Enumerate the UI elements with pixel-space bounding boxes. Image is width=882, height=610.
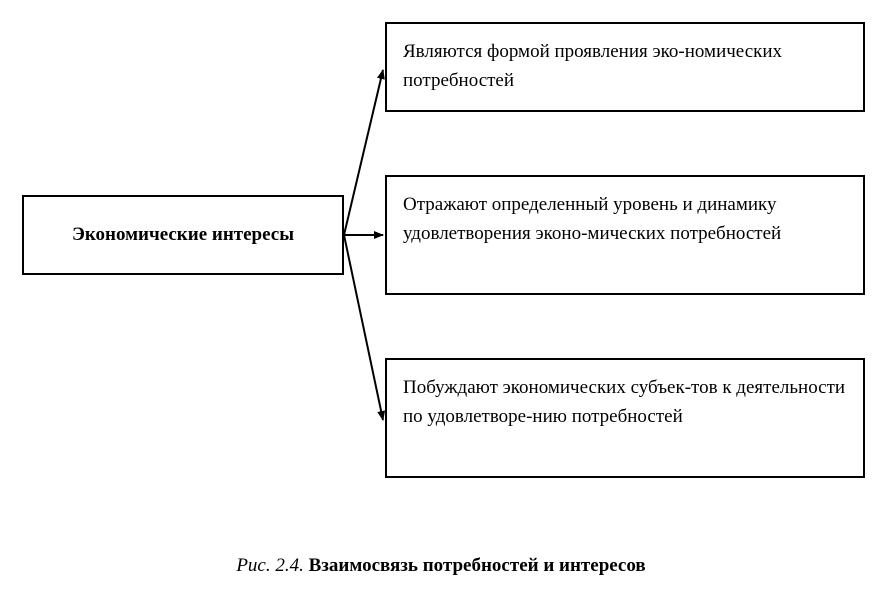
branch-node-0: Являются формой проявления эко-номически… (385, 22, 865, 112)
figure-title: Взаимосвязь потребностей и интересов (309, 555, 646, 576)
branch-label-0: Являются формой проявления эко-номически… (403, 41, 782, 91)
branch-label-1: Отражают определенный уровень и динамику… (403, 194, 781, 244)
edge-0 (344, 70, 383, 235)
central-label: Экономические интересы (72, 221, 294, 250)
branch-label-2: Побуждают экономических субъек-тов к дея… (403, 377, 845, 427)
diagram-container: Экономические интересы Являются формой п… (0, 0, 882, 610)
figure-number: Рис. 2.4. (236, 555, 304, 576)
branch-node-2: Побуждают экономических субъек-тов к дея… (385, 358, 865, 478)
figure-caption: Рис. 2.4. Взаимосвязь потребностей и инт… (0, 555, 882, 577)
branch-node-1: Отражают определенный уровень и динамику… (385, 175, 865, 295)
edge-2 (344, 235, 383, 420)
central-node: Экономические интересы (22, 195, 344, 275)
